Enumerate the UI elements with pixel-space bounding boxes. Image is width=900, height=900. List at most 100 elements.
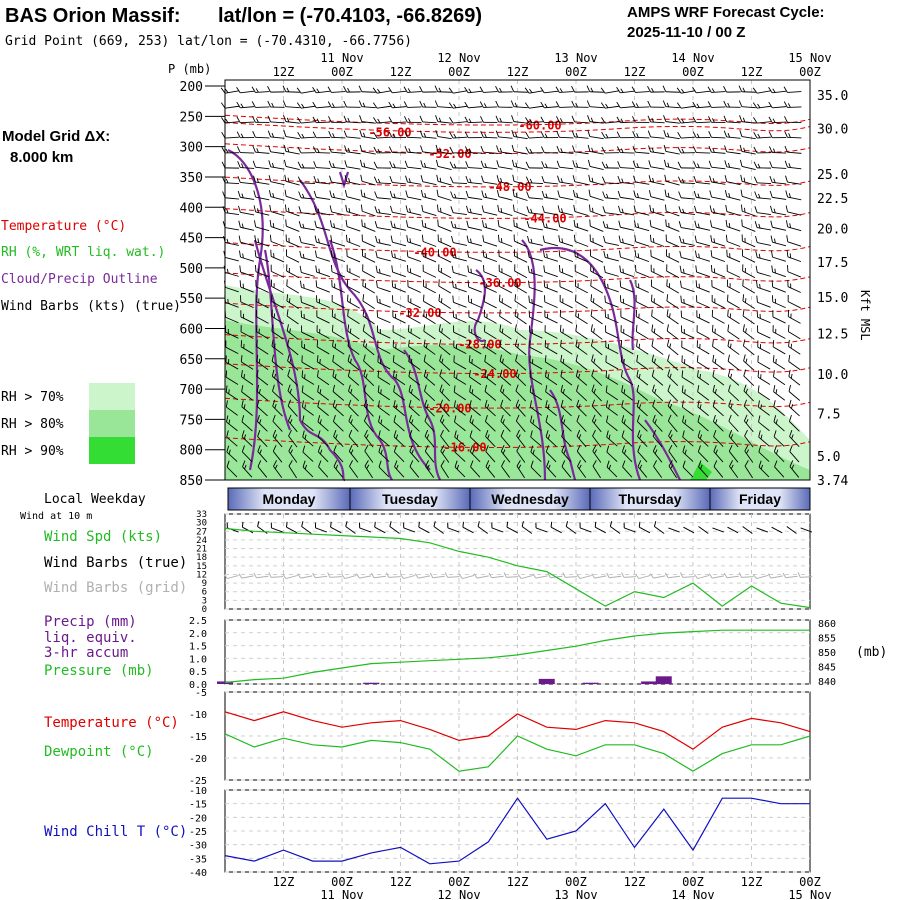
- legend-item: Cloud/Precip Outline: [1, 272, 158, 287]
- wind-barb: [676, 102, 695, 109]
- temp-contour-line: [224, 176, 811, 188]
- wind-barb-flag: [403, 86, 408, 93]
- wind-barb: [388, 87, 407, 94]
- wind-barb-shaft: [225, 105, 239, 109]
- wind-barb-flag: [436, 204, 439, 212]
- wind-barb: [236, 146, 255, 154]
- wind-barb-shaft: [422, 181, 437, 186]
- wind-barb-flag: [677, 161, 682, 169]
- rh-scale-label: RH > 90%: [1, 444, 64, 459]
- temp-contour-label: -44.00: [523, 212, 566, 226]
- wind-barb-flag: [647, 130, 652, 138]
- wind-barb-shaft: [635, 136, 650, 139]
- top-date-label: 11 Nov: [320, 51, 363, 65]
- wind-barb-flag: [466, 205, 469, 213]
- wind-barb-flag: [784, 116, 788, 123]
- wind-barb-flag: [328, 145, 332, 153]
- wind-barb-shaft: [224, 197, 240, 200]
- wind-barb: [510, 85, 528, 93]
- wind-barb-flag2: [652, 207, 655, 213]
- wind-barb: [708, 160, 726, 170]
- height-axis-title: Kft MSL: [858, 290, 872, 341]
- wind-barb: [298, 191, 316, 200]
- wind-barb: [434, 100, 452, 109]
- wind-barb-flag2: [788, 133, 791, 138]
- wind-barb-flag: [373, 131, 378, 139]
- wind-barb-shaft: [300, 121, 316, 124]
- model-grid-value: 8.000 km: [10, 149, 73, 166]
- wind-barb: [421, 204, 437, 217]
- wind-barb-shaft: [422, 121, 437, 124]
- wind-barb: [373, 146, 392, 154]
- wind-barb-flag2: [286, 87, 290, 93]
- wind-barb-flag: [496, 160, 500, 167]
- height-tick-label: 22.5: [817, 192, 848, 207]
- wind-barb-flag: [373, 161, 378, 169]
- temp-contour-line: [224, 122, 811, 133]
- wind-barb-flag2: [636, 133, 639, 138]
- wind-barb-flag2: [697, 193, 700, 198]
- wind-barb: [236, 87, 255, 94]
- wind-barb-flag: [618, 205, 621, 213]
- wind-barb: [328, 130, 346, 139]
- wind-barb-flag: [359, 144, 363, 152]
- wind-barb-flag: [372, 87, 378, 94]
- wind-barb: [312, 101, 331, 109]
- wind-barb-flag: [420, 145, 424, 152]
- wind-barb-flag2: [286, 117, 290, 123]
- wind-barb-flag: [616, 146, 621, 153]
- wind-barb: [480, 145, 498, 154]
- wind-barb: [676, 87, 695, 94]
- wind-barb-shaft: [240, 211, 255, 216]
- height-tick-label: 25.0: [817, 168, 848, 183]
- precip-bar: [641, 681, 658, 684]
- wind-barb: [648, 175, 665, 186]
- height-tick-label: 30.0: [817, 122, 848, 137]
- wind-barb-flag2: [256, 148, 259, 153]
- wind-barb: [253, 205, 270, 216]
- wind-barb-shaft: [513, 106, 528, 109]
- wind-barb-flag2: [393, 163, 396, 168]
- height-tick-label: 20.0: [817, 222, 848, 237]
- wind-barb-flag2: [742, 87, 746, 93]
- wind-barb-shaft: [665, 136, 680, 140]
- wind-barb: [769, 161, 787, 169]
- cloud-outline-path: [521, 239, 547, 481]
- wind-barb-flag: [708, 160, 712, 168]
- wind-barb-shaft: [620, 106, 635, 109]
- wind-barb-flag: [739, 115, 743, 122]
- wind-barb: [709, 175, 726, 185]
- wind-barb-flag2: [529, 118, 533, 124]
- wind-barb: [344, 160, 361, 170]
- wind-barb-flag: [785, 190, 788, 198]
- wind-barb-flag: [676, 102, 682, 109]
- pp-legend-label: Pressure (mb): [44, 663, 154, 679]
- wind-barb: [238, 205, 255, 216]
- wind-barb: [329, 190, 346, 201]
- wind-barb-flag: [633, 175, 636, 183]
- wind-barb: [648, 145, 665, 155]
- wind-barb-flag2: [651, 147, 655, 153]
- wind-barb: [556, 116, 574, 123]
- wind-barb: [723, 130, 741, 139]
- wind-barb-flag: [770, 205, 773, 213]
- top-hour-label: 00Z: [331, 65, 353, 79]
- wind-barb-flag: [540, 146, 545, 153]
- wind-barb-flag2: [484, 193, 487, 198]
- wind-barb: [540, 87, 559, 94]
- wind-barb-flag: [284, 204, 287, 212]
- wind-barb-shaft: [240, 106, 255, 109]
- wind-barb: [739, 115, 756, 124]
- wind-barb: [693, 161, 711, 169]
- wind-barb-flag: [512, 174, 515, 182]
- wind-barb-flag: [313, 190, 317, 198]
- rh-swatch: [89, 383, 135, 410]
- wind-barb: [268, 175, 285, 186]
- wind-barb: [373, 161, 392, 169]
- grid-barb-shaft: [329, 576, 342, 578]
- wind-barb-flag2: [667, 162, 670, 168]
- top-hour-label: 00Z: [682, 65, 704, 79]
- wind-barb: [283, 130, 300, 140]
- wind-barb: [677, 117, 696, 124]
- wind-barb-shaft: [300, 197, 316, 200]
